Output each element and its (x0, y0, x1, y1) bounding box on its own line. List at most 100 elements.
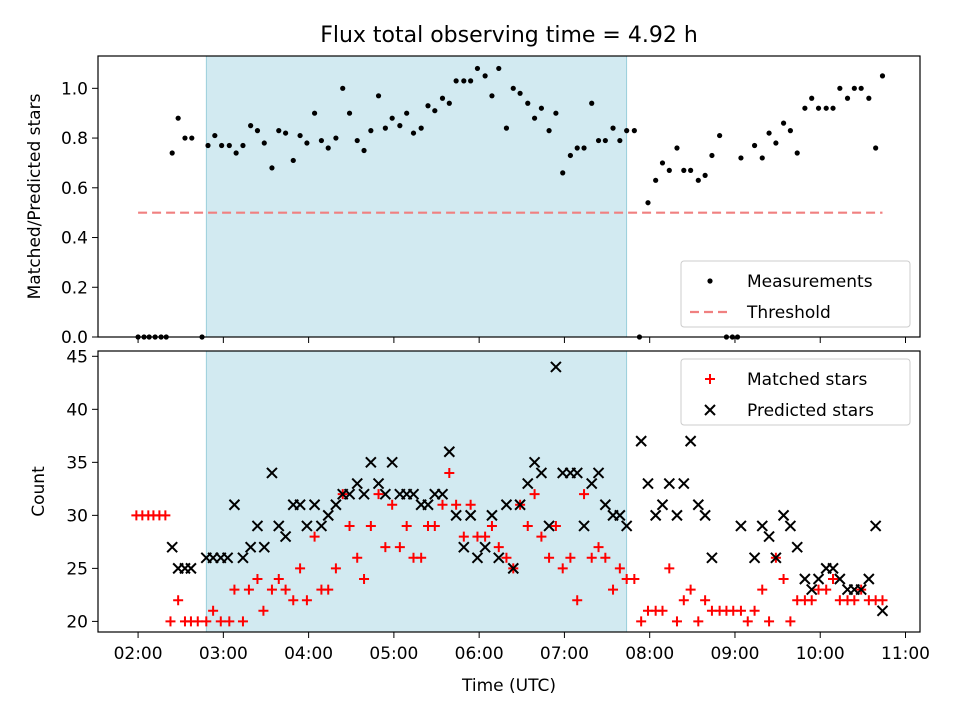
legend-marker-measurements (707, 278, 713, 284)
matched-stars-point (160, 510, 171, 521)
measurements-point (525, 100, 531, 106)
matched-stars-point (352, 552, 363, 563)
matched-stars-point (806, 595, 817, 606)
predicted-stars-point (351, 477, 363, 490)
predicted-stars-point (386, 456, 398, 469)
measurements-point (674, 145, 680, 151)
axes-frame (97, 55, 921, 338)
measurements-point (581, 145, 587, 151)
predicted-stars-point (330, 499, 342, 511)
predicted-stars-point (471, 552, 484, 564)
matched-stars-point (288, 595, 299, 606)
predicted-stars-point (279, 530, 292, 543)
measurements-point (624, 128, 630, 134)
measurements-point (482, 73, 488, 79)
measurements-point (453, 78, 459, 84)
predicted-stars-point (869, 520, 882, 532)
matched-stars-point (165, 616, 176, 627)
measurements-point (446, 100, 452, 106)
measurements-point (261, 140, 267, 146)
measurements-point (333, 135, 339, 141)
matched-stars-point (700, 595, 711, 606)
measurements-point (439, 95, 446, 101)
y-tick-label: 0.0 (61, 328, 88, 348)
y-tick-label: 0.2 (61, 278, 88, 298)
measurements-point (851, 85, 857, 91)
measurements-point (248, 123, 254, 129)
predicted-stars-point (422, 499, 434, 511)
matched-stars-point (572, 595, 583, 606)
predicted-stars-point (266, 467, 278, 479)
predicted-stars-point (642, 477, 654, 490)
matched-stars-point (266, 584, 277, 595)
measurements-point (695, 177, 701, 183)
matched-stars-point (501, 552, 512, 563)
x-tick-label: 06:00 (455, 644, 504, 664)
measurements-point (205, 142, 211, 149)
matched-stars-point (493, 542, 504, 553)
predicted-stars-point (301, 520, 313, 532)
x-tick-label: 05:00 (369, 644, 418, 664)
matched-stars-point (678, 595, 689, 606)
measurements-point (325, 145, 331, 151)
measurements-point (290, 157, 296, 164)
matched-stars-point (671, 616, 682, 627)
measurements-point (567, 152, 573, 159)
measurements-point (787, 128, 793, 134)
predicted-stars-point (507, 562, 519, 575)
measurements-point (546, 128, 552, 134)
measurements-point (636, 334, 643, 340)
matched-stars-point (629, 573, 640, 584)
legend-box (680, 260, 911, 328)
measurements-point (135, 334, 141, 340)
matched-stars-point (208, 605, 219, 616)
matched-stars-point (458, 531, 469, 542)
measurements-point (844, 95, 851, 101)
measurements-point (738, 155, 744, 161)
plot-area (131, 361, 889, 627)
matched-stars-point (273, 573, 284, 584)
matched-stars-point (229, 584, 240, 595)
predicted-stars-point (365, 456, 377, 469)
measurements-point (199, 334, 205, 340)
predicted-stars-point (812, 573, 825, 585)
x-tick-label: 10:00 (796, 644, 845, 664)
x-tick-label: 08:00 (625, 644, 674, 664)
predicted-stars-point (678, 477, 690, 490)
matched-stars-point (536, 531, 547, 542)
measurements-point (879, 73, 886, 79)
measurements-point (729, 334, 736, 340)
matched-stars-point (387, 499, 398, 510)
measurements-point (666, 167, 672, 173)
x-tick-label: 11:00 (881, 644, 930, 664)
measurements-point (163, 334, 169, 340)
matched-stars-point (380, 542, 391, 553)
legend-marker-predicted-stars (704, 404, 716, 416)
measurements-point (354, 137, 360, 144)
predicted-stars-point (805, 583, 818, 596)
matched-stars-point (557, 563, 568, 574)
measurements-point (681, 167, 687, 173)
matched-stars-point (215, 616, 226, 627)
predicted-stars-point (273, 520, 285, 532)
predicted-stars-point (358, 488, 370, 500)
predicted-stars-point (834, 573, 846, 585)
y-tick-label: 20 (66, 612, 88, 632)
predicted-stars-point (592, 467, 605, 479)
predicted-stars-point (543, 520, 555, 532)
measurements-point (175, 115, 181, 121)
measurements-point (297, 132, 303, 139)
measurements-point (780, 120, 787, 126)
measurements-point (659, 160, 666, 166)
matched-stars-point (849, 595, 860, 606)
measurements-point (158, 334, 164, 340)
measurements-point (631, 128, 637, 134)
predicted-stars-point (620, 520, 633, 532)
predicted-stars-point (863, 573, 875, 585)
matched-stars-point (465, 499, 476, 510)
matched-stars-point (608, 584, 619, 595)
y-tick-label: 30 (66, 506, 88, 526)
predicted-stars-point (315, 520, 328, 532)
matched-stars-point (192, 616, 203, 627)
